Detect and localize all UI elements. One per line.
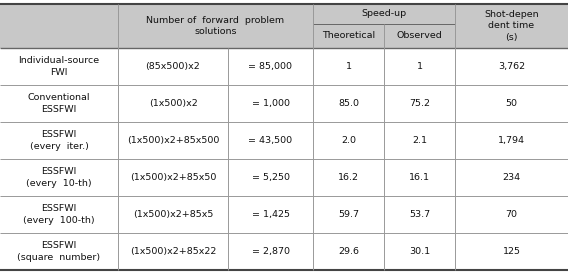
Bar [313,159,384,196]
Text: = 5,250: = 5,250 [252,173,290,182]
Bar [118,85,228,122]
Bar [228,122,313,159]
Text: 29.6: 29.6 [338,247,359,256]
Bar [118,122,228,159]
Bar [313,4,455,24]
Text: Speed-up: Speed-up [361,10,407,19]
Text: ESSFWI
(every  iter.): ESSFWI (every iter.) [30,130,89,150]
Text: Conventional
ESSFWI: Conventional ESSFWI [28,93,90,113]
Text: 16.1: 16.1 [409,173,430,182]
Text: 50: 50 [506,99,517,108]
Bar [384,48,455,85]
Text: 70: 70 [506,210,517,219]
Bar [118,196,228,233]
Bar [313,122,384,159]
Bar [228,196,313,233]
Text: = 1,425: = 1,425 [252,210,290,219]
Bar [0,233,118,270]
Bar [0,159,118,196]
Bar [118,159,228,196]
Bar [0,48,118,85]
Text: 85.0: 85.0 [338,99,359,108]
Bar [384,159,455,196]
Text: 2.0: 2.0 [341,136,356,145]
Bar [455,122,568,159]
Text: ESSFWI
(every  10-th): ESSFWI (every 10-th) [26,167,92,187]
Text: Number of  forward  problem
solutions: Number of forward problem solutions [147,16,285,36]
Text: 1: 1 [345,62,352,71]
Text: = 2,870: = 2,870 [252,247,290,256]
Text: 1: 1 [416,62,423,71]
Bar [455,85,568,122]
Bar [313,196,384,233]
Text: (85x500)x2: (85x500)x2 [145,62,201,71]
Text: (1x500)x2+85x50: (1x500)x2+85x50 [130,173,216,182]
Bar [0,4,118,48]
Text: Shot-depen
dent time
(s): Shot-depen dent time (s) [484,10,539,42]
Text: (1x500)x2+85x22: (1x500)x2+85x22 [130,247,216,256]
Bar [313,24,384,48]
Text: ESSFWI
(square  number): ESSFWI (square number) [18,241,101,262]
Bar [228,233,313,270]
Bar [0,122,118,159]
Text: (1x500)x2+85x500: (1x500)x2+85x500 [127,136,219,145]
Text: Theoretical: Theoretical [322,32,375,41]
Bar [455,233,568,270]
Bar [455,48,568,85]
Text: = 43,500: = 43,500 [248,136,293,145]
Bar [228,85,313,122]
Text: 30.1: 30.1 [409,247,430,256]
Text: Individual-source
FWI: Individual-source FWI [18,56,99,76]
Bar [313,233,384,270]
Bar [0,85,118,122]
Bar [313,48,384,85]
Text: (1x500)x2: (1x500)x2 [149,99,197,108]
Text: = 1,000: = 1,000 [252,99,290,108]
Bar [384,24,455,48]
Bar [455,4,568,48]
Bar [384,196,455,233]
Bar [118,233,228,270]
Text: 16.2: 16.2 [338,173,359,182]
Text: 75.2: 75.2 [409,99,430,108]
Text: 125: 125 [503,247,520,256]
Text: 3,762: 3,762 [498,62,525,71]
Bar [455,159,568,196]
Text: 59.7: 59.7 [338,210,359,219]
Bar [313,85,384,122]
Text: 53.7: 53.7 [409,210,430,219]
Bar [0,196,118,233]
Bar [455,196,568,233]
Text: (1x500)x2+85x5: (1x500)x2+85x5 [133,210,213,219]
Bar [228,48,313,85]
Bar [384,233,455,270]
Text: 2.1: 2.1 [412,136,427,145]
Text: Observed: Observed [396,32,442,41]
Bar [228,159,313,196]
Text: 1,794: 1,794 [498,136,525,145]
Text: 234: 234 [503,173,520,182]
Bar [384,122,455,159]
Text: ESSFWI
(every  100-th): ESSFWI (every 100-th) [23,204,95,225]
Bar [384,85,455,122]
Text: = 85,000: = 85,000 [249,62,293,71]
Bar [118,48,228,85]
Bar [118,4,313,48]
